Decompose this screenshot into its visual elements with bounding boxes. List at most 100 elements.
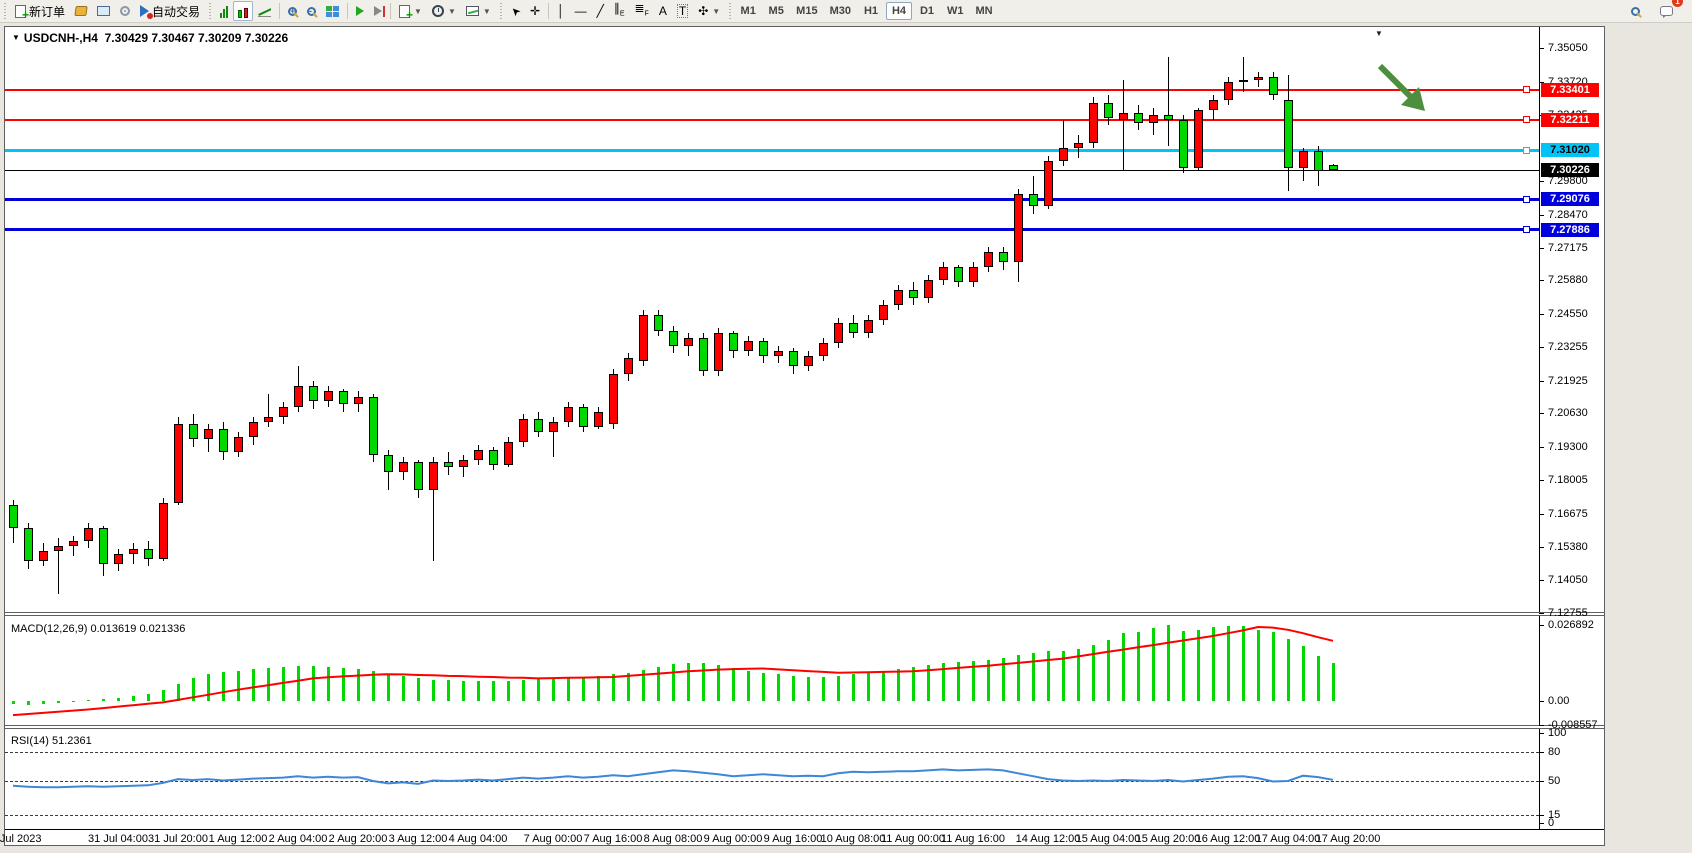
macd-histogram-bar [402, 676, 405, 701]
macd-pane-splitter[interactable] [5, 612, 1604, 616]
vertical-line-button[interactable]: │ [552, 1, 570, 21]
auto-scroll-button[interactable] [351, 1, 369, 21]
price-level-line[interactable] [5, 118, 1539, 121]
macd-histogram-bar [657, 666, 660, 701]
line-handle[interactable] [1523, 116, 1530, 124]
candle-bullish [459, 459, 468, 468]
fibonacci-button[interactable]: ≣F [629, 1, 653, 21]
price-level-badge: 7.29076 [1541, 192, 1599, 207]
text-label-button[interactable]: T [672, 1, 693, 21]
rsi-tick [1539, 781, 1544, 782]
bar-chart-button[interactable] [215, 1, 233, 21]
macd-histogram-bar [1062, 651, 1065, 701]
macd-histogram-bar [387, 673, 390, 701]
timeframe-w1-button[interactable]: W1 [942, 2, 969, 20]
macd-histogram-bar [1017, 655, 1020, 701]
candle-bullish [1299, 150, 1308, 169]
line-handle[interactable] [1523, 226, 1530, 234]
new-order-button[interactable]: 新订单 [10, 1, 70, 22]
templates-button[interactable]: ▼ [461, 1, 496, 21]
horizontal-line-button[interactable]: — [570, 1, 592, 21]
tile-windows-button[interactable] [321, 1, 344, 21]
timeframe-m5-button[interactable]: M5 [763, 2, 789, 20]
autotrading-button[interactable]: 自动交易 [135, 1, 205, 21]
chevron-down-icon: ▼ [482, 6, 491, 16]
candlestick-chart-button[interactable] [233, 1, 254, 21]
candle-bullish [429, 462, 438, 491]
new-order-label: 新订单 [29, 4, 66, 19]
chevron-down-icon: ▼ [447, 6, 456, 16]
macd-histogram-bar [942, 663, 945, 701]
price-level-line[interactable] [5, 197, 1539, 201]
trendline-button[interactable]: ╱ [592, 1, 609, 21]
date-tick-label: 7 Aug 16:00 [583, 833, 643, 845]
price-level-line[interactable] [5, 148, 1539, 152]
candle-bearish [489, 449, 498, 465]
macd-histogram-bar [162, 689, 165, 701]
candle-bearish [1284, 100, 1293, 169]
chart-window-icon [97, 6, 111, 16]
candlestick-chart[interactable] [5, 27, 1539, 829]
macd-histogram-bar [57, 701, 60, 704]
price-tick [1539, 447, 1544, 449]
line-handle[interactable] [1523, 195, 1530, 203]
macd-histogram-bar [1107, 640, 1110, 701]
macd-axis-label: 0.00 [1548, 695, 1570, 707]
macd-histogram-bar [1137, 632, 1140, 701]
timeframe-h4-button[interactable]: H4 [885, 2, 912, 20]
line-handle[interactable] [1523, 146, 1530, 154]
timeframe-m15-button[interactable]: M15 [791, 2, 822, 20]
periods-button[interactable]: ▼ [427, 1, 461, 21]
quotes-button[interactable] [70, 1, 92, 21]
arrows-button[interactable]: ✣ ▼ [693, 1, 725, 21]
timeframe-mn-button[interactable]: MN [970, 2, 997, 20]
rsi-pane-splitter[interactable] [5, 725, 1604, 729]
line-handle[interactable] [1523, 86, 1530, 94]
timeframe-m30-button[interactable]: M30 [825, 2, 856, 20]
candle-bullish [1254, 77, 1263, 80]
line-chart-button[interactable] [253, 1, 276, 21]
timeframe-h1-button[interactable]: H1 [858, 2, 884, 20]
crosshair-button[interactable]: ✛ [525, 1, 545, 21]
macd-histogram-bar [1002, 658, 1005, 701]
toolbar-grip[interactable] [207, 3, 214, 19]
zoom-in-button[interactable]: + [283, 1, 302, 21]
price-tick [1539, 580, 1544, 582]
price-tick-label: 7.27175 [1548, 241, 1588, 254]
indicators-button[interactable]: ▼ [394, 1, 427, 22]
main-toolbar: 新订单 自动交易 + - ▼ ▼ [0, 0, 1692, 23]
price-level-line[interactable] [5, 88, 1539, 91]
cursor-button[interactable]: ➤ [506, 1, 525, 21]
zoom-out-button[interactable]: - [302, 1, 321, 21]
macd-histogram-bar [987, 659, 990, 701]
timeframe-d1-button[interactable]: D1 [914, 2, 940, 20]
price-tick [1539, 480, 1544, 481]
toolbar-grip[interactable] [497, 3, 504, 19]
timeframe-m1-button[interactable]: M1 [735, 2, 761, 20]
price-tick [1539, 613, 1544, 614]
charts-window-button[interactable] [92, 1, 115, 21]
price-level-line[interactable] [5, 228, 1539, 232]
search-button[interactable] [1626, 1, 1645, 21]
toolbar-grip[interactable] [2, 3, 8, 19]
text-button[interactable]: A [654, 1, 672, 21]
macd-histogram-bar [147, 693, 150, 701]
toolbar-grip[interactable] [727, 3, 734, 19]
macd-histogram-bar [1302, 645, 1305, 701]
trend-arrow-annotation[interactable] [1375, 61, 1435, 121]
notifications-button[interactable]: 1 [1655, 0, 1683, 21]
chart-menu-arrow-icon[interactable]: ▼ [12, 33, 20, 42]
candle-bearish [579, 406, 588, 427]
price-level-badge: 7.33401 [1541, 82, 1599, 97]
candle-bearish [669, 330, 678, 346]
candle-bearish [384, 454, 393, 473]
date-tick-label: 15 Aug 04:00 [1075, 833, 1141, 845]
chart-shift-button[interactable] [369, 1, 387, 21]
chart-window[interactable]: ▼ USDCNH-,H4 7.30429 7.30467 7.30209 7.30… [0, 26, 1605, 846]
chart-end-marker-icon: ▼ [1375, 29, 1383, 38]
signals-button[interactable] [115, 1, 135, 21]
autotrading-icon [140, 5, 154, 19]
macd-axis-label: 0.026892 [1548, 619, 1594, 631]
candle-bullish [1194, 110, 1203, 169]
channel-button[interactable]: ∥E [609, 1, 630, 21]
